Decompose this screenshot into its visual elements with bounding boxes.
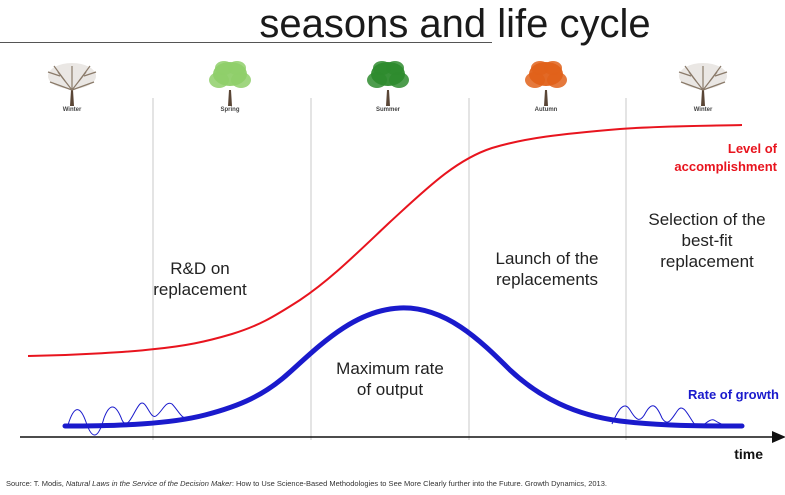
bare-tree-icon [47,63,97,106]
source-book-title: Natural Laws in the Service of the Decis… [65,479,232,488]
autumn-tree-icon [525,61,567,106]
title-underline [0,42,492,43]
season-trees [47,61,728,106]
rate-of-growth-label: Rate of growth [688,387,779,402]
source-citation: Source: T. Modis, Natural Laws in the Se… [6,479,607,488]
note-maximum-rate: Maximum rate of output [336,359,444,399]
season-label: Autumn [534,107,558,113]
growth-noise-right [611,405,737,428]
page-title: seasons and life cycle [259,2,651,46]
season-label: Summer [375,107,400,113]
rate-of-growth-curve [62,305,745,429]
spring-tree-icon [209,61,251,106]
season-label: Winter [62,107,82,113]
level-of-accomplishment-curve [27,124,743,357]
bare-tree-icon [678,63,728,106]
level-of-accomplishment-label: Level of accomplishment [674,141,777,174]
season-label: Spring [220,107,240,113]
time-axis-label: time [734,446,763,462]
source-prefix: Source: T. Modis, [6,479,66,488]
note-selection: Selection of the best-fit replacement [648,210,766,271]
note-launch-replacements: Launch of the replacements [495,249,599,289]
time-axis-arrowhead [772,431,785,443]
note-rd-on-replacement: R&D on replacement [153,259,247,299]
season-label: Winter [693,107,713,113]
source-suffix: : How to Use Science-Based Methodologies… [231,479,607,488]
summer-tree-icon [367,61,409,106]
